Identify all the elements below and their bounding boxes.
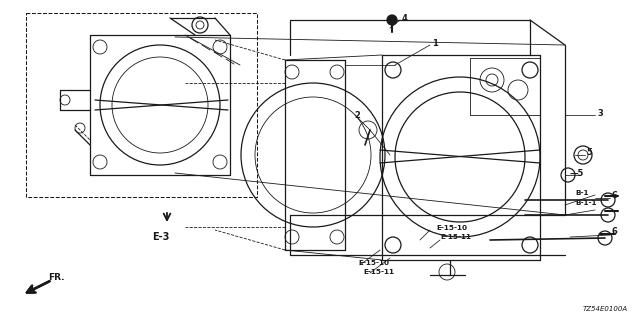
Text: 6: 6 [612, 190, 618, 199]
Text: E-15-10: E-15-10 [436, 225, 467, 231]
Text: 5: 5 [586, 148, 592, 156]
Text: B-1: B-1 [575, 190, 589, 196]
Text: TZ54E0100A: TZ54E0100A [583, 306, 628, 312]
Text: 3: 3 [597, 108, 603, 117]
Text: E-15-10: E-15-10 [358, 260, 389, 266]
Text: FR.: FR. [48, 273, 65, 282]
Text: B-1-1: B-1-1 [575, 200, 596, 206]
Text: 6: 6 [612, 228, 618, 236]
Text: —5: —5 [570, 169, 584, 178]
Text: E-3: E-3 [152, 232, 170, 242]
Text: E-15-11: E-15-11 [440, 234, 471, 240]
Circle shape [387, 15, 397, 25]
Text: E-15-11: E-15-11 [363, 269, 394, 275]
Text: 4: 4 [402, 13, 408, 22]
Text: 1: 1 [432, 38, 438, 47]
Text: 2: 2 [354, 110, 360, 119]
